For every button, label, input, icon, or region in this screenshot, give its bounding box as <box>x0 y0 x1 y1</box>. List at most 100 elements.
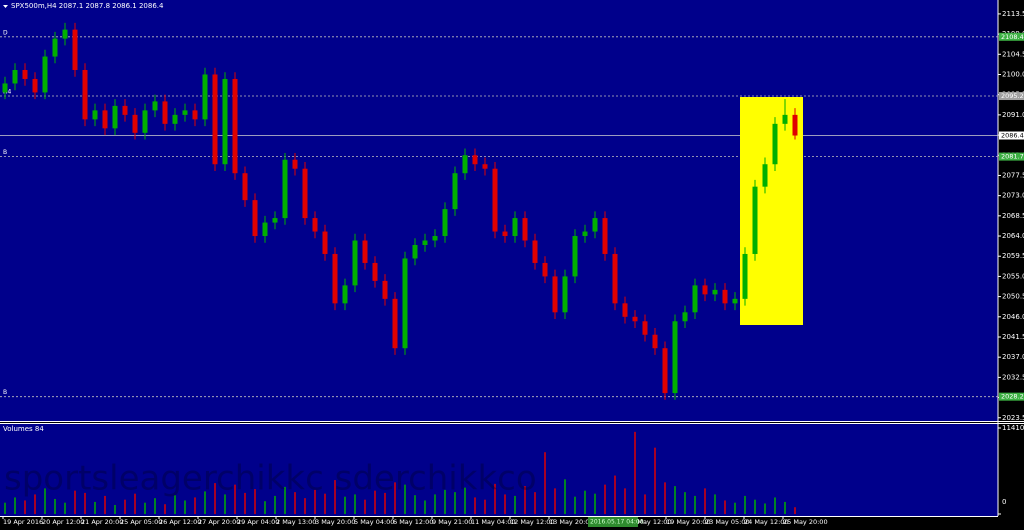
level-label: D <box>3 29 8 36</box>
candle-body <box>652 334 658 349</box>
candle-body <box>612 253 618 304</box>
x-tick-label: 21 Apr 20:00 <box>81 518 123 526</box>
candle-body <box>162 101 168 124</box>
x-tick-label: 9 May 21:00 <box>432 518 472 526</box>
candle-body <box>12 70 18 84</box>
candle-body <box>642 321 648 335</box>
y-tick-label: 2104.5 <box>1002 50 1024 58</box>
candle-body <box>212 74 218 165</box>
x-tick-label: 20 Apr 12:00 <box>42 518 84 526</box>
x-tick-label: 25 Apr 05:00 <box>120 518 162 526</box>
y-tick-label: 2100.0 <box>1002 70 1024 78</box>
candle-body <box>372 262 378 281</box>
x-tick-label: 3 May 20:00 <box>315 518 355 526</box>
candle-body <box>62 29 68 39</box>
candle-body <box>222 78 228 165</box>
candle-body <box>772 123 778 165</box>
candle-body <box>492 168 498 232</box>
level-tag-label: 2081.7 <box>1001 153 1024 161</box>
candle-body <box>662 348 668 394</box>
x-tick-label: 26 Apr 12:00 <box>159 518 201 526</box>
candle-body <box>742 253 748 299</box>
candle-body <box>312 218 318 232</box>
candle-body <box>112 105 118 129</box>
candle-body <box>302 168 308 219</box>
candle-body <box>632 316 638 322</box>
candle-body <box>92 110 98 120</box>
volume-tick-label: 0 <box>1002 498 1006 506</box>
x-tick-label: 13 May 20:00 <box>549 518 594 526</box>
candle-body <box>512 218 518 237</box>
candle-body <box>452 173 458 210</box>
level-tag-label: 2095.2 <box>1001 92 1024 100</box>
y-tick-label: 2032.5 <box>1002 373 1024 381</box>
x-tick-label: 25 May 20:00 <box>783 518 828 526</box>
candle-body <box>482 164 488 169</box>
candle-body <box>782 114 788 124</box>
y-tick-label: 2073.0 <box>1002 192 1024 200</box>
candle-body <box>282 159 288 219</box>
x-tick-label: 29 Apr 04:00 <box>237 518 279 526</box>
candle-body <box>462 155 468 174</box>
level-label: B <box>3 389 7 396</box>
candle-body <box>702 285 708 295</box>
x-tick-label: 2 May 13:00 <box>276 518 316 526</box>
x-tick-label: 19 Apr 2016 <box>3 518 43 526</box>
y-tick-label: 2113.5 <box>1002 10 1024 18</box>
x-tick-label: 11 May 04:00 <box>471 518 516 526</box>
y-tick-label: 2050.5 <box>1002 293 1024 301</box>
y-tick-label: 2068.5 <box>1002 212 1024 220</box>
candle-body <box>792 114 798 136</box>
candle-body <box>102 110 108 129</box>
x-tick-label: 18 May 12:00 <box>627 518 672 526</box>
volume-title: Volumes 84 <box>3 425 44 433</box>
candle-body <box>542 262 548 277</box>
current-price-label: 2086.4 <box>1001 132 1024 140</box>
candle-body <box>472 155 478 165</box>
candle-body <box>402 258 408 349</box>
crosshair-time-tag <box>588 517 638 527</box>
candle-body <box>732 298 738 304</box>
candle-body <box>502 231 508 237</box>
level-tag <box>999 92 1024 101</box>
level-tag-label: 2108.4 <box>1001 33 1024 41</box>
candle-body <box>422 240 428 245</box>
candle-body <box>152 101 158 111</box>
price-panel <box>0 0 998 421</box>
candle-body <box>752 186 758 254</box>
x-tick-label: 6 May 12:00 <box>393 518 433 526</box>
crosshair-time-label: 2016.05.17 04:00 <box>590 519 644 526</box>
y-tick-label: 2077.5 <box>1002 171 1024 179</box>
candle-body <box>262 222 268 237</box>
y-tick-label: 2046.0 <box>1002 313 1024 321</box>
candle-body <box>342 285 348 304</box>
y-tick-label: 2041.5 <box>1002 333 1024 341</box>
candle-body <box>692 285 698 313</box>
candle-body <box>562 276 568 313</box>
candle-body <box>762 164 768 187</box>
level-tag-label: 2028.2 <box>1001 393 1024 401</box>
candle-body <box>432 236 438 241</box>
candle-body <box>32 78 38 93</box>
y-tick-label: 2037.0 <box>1002 353 1024 361</box>
candle-body <box>682 312 688 322</box>
candle-body <box>362 240 368 263</box>
level-tag <box>999 152 1024 161</box>
y-tick-label: 2023.5 <box>1002 414 1024 422</box>
candle-body <box>522 218 528 241</box>
level-label: B <box>3 149 7 156</box>
volume-panel <box>0 424 998 516</box>
candle-body <box>42 56 48 93</box>
y-tick-label: 2059.5 <box>1002 252 1024 260</box>
candle-body <box>602 218 608 254</box>
candle-body <box>242 173 248 201</box>
candle-body <box>172 114 178 124</box>
candle-body <box>182 110 188 115</box>
current-price-tag <box>999 131 1024 140</box>
candle-body <box>722 289 728 304</box>
candle-body <box>22 70 28 79</box>
candle-body <box>122 105 128 115</box>
symbol-menu-icon[interactable] <box>3 5 8 8</box>
candle-body <box>202 74 208 120</box>
